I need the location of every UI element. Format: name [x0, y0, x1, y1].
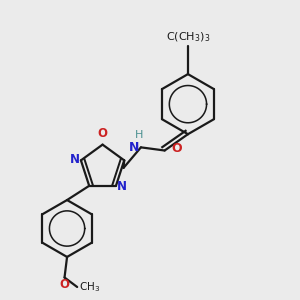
Text: N: N	[70, 153, 80, 166]
Text: O: O	[98, 127, 108, 140]
Text: N: N	[117, 180, 127, 193]
Text: N: N	[129, 140, 139, 154]
Text: C(CH$_3$)$_3$: C(CH$_3$)$_3$	[166, 31, 210, 44]
Text: H: H	[135, 130, 143, 140]
Text: O: O	[172, 142, 182, 155]
Text: O: O	[59, 278, 70, 292]
Text: CH$_3$: CH$_3$	[79, 280, 100, 294]
